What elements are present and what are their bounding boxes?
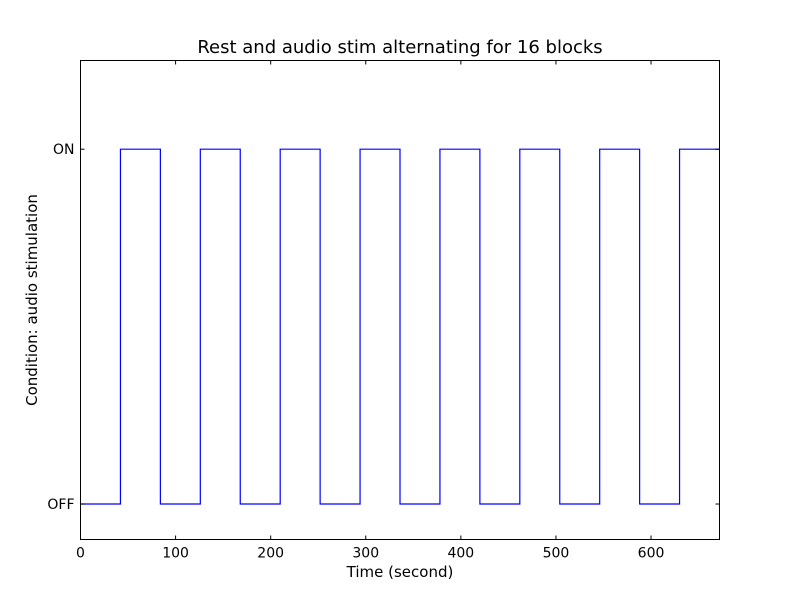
x-tick-label: 300: [352, 546, 379, 562]
x-tick-label: 600: [638, 546, 665, 562]
x-axis-label: Time (second): [346, 563, 454, 581]
plot-frame: [80, 60, 720, 540]
series-layer: [80, 148, 720, 505]
y-tick-label: OFF: [47, 497, 74, 513]
x-tick-label: 0: [76, 546, 85, 562]
y-tick-label: ON: [53, 142, 75, 158]
x-tick-label: 100: [162, 546, 189, 562]
chart-title: Rest and audio stim alternating for 16 b…: [197, 37, 602, 58]
x-tick-label: 400: [447, 546, 474, 562]
y-axis-label: Condition: audio stimulation: [23, 194, 41, 406]
x-tick-label: 500: [543, 546, 570, 562]
ticks-layer: 0 100 200 300 400 500 600 OFF ON: [47, 60, 720, 562]
x-tick-label: 200: [257, 546, 284, 562]
series-line-0: [80, 148, 720, 505]
